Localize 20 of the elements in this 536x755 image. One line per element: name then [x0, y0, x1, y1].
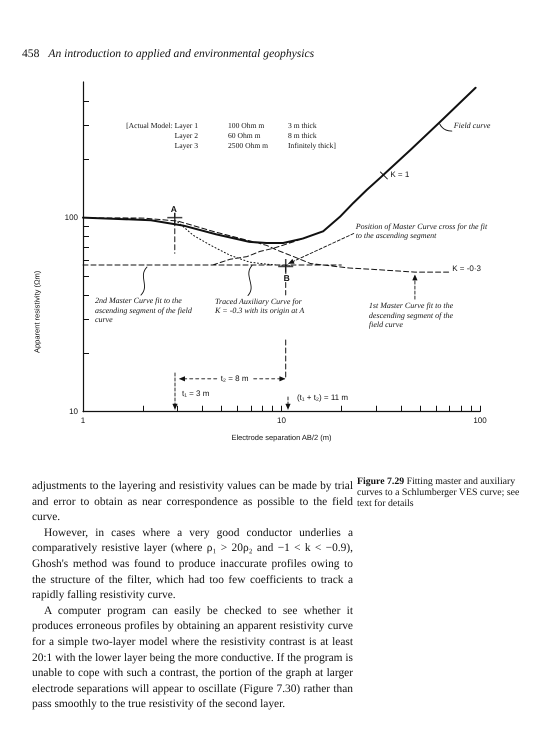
caption: Figure 7.29 Fitting master and auxiliary curves to a Schlumberger VES curve; see text for details [357, 476, 520, 510]
annotation: Field curve [454, 121, 492, 131]
annotation: 1st Master Curve fit to the descending segment of the field curve [368, 301, 454, 330]
annotation: t₂ = 8 m [220, 374, 248, 383]
x-tick-label: 100 [473, 416, 488, 426]
annotation: 2nd Master Curve fit to the ascending segment of the field curve [94, 296, 193, 325]
annotation: B [282, 272, 291, 282]
annotation: t₁ = 3 m [182, 389, 210, 398]
text: adjustments to the layering and resistivity values can be made by trial and error to obtain as near correspondence as possible to the field curve. [32, 479, 353, 526]
annotation: Traced Auxiliary Curve for K = -0.3 with its origin at A [214, 296, 306, 316]
annotation: A [170, 203, 178, 214]
annotation: K = 1 [390, 170, 410, 180]
annotation: Position of Master Curve cross for the fit to the ascending segment [356, 222, 488, 241]
text: 458 An introduction to applied and environmental geophysics [22, 47, 314, 60]
annotation: K = -0·3 [452, 264, 481, 274]
text: However, in cases where a very good conductor underlies a comparatively resistive layer (where ρ₁ > 20ρ₂ and −1 < k < −0.9), Ghosh's method was found to produce inaccurate profiles owing to the structure of the filter, which had too few coefficients to track a rapidly falling resistivity curve. [32, 526, 353, 604]
x-tick-label: 1 [80, 416, 86, 426]
x-tick-label: 10 [277, 416, 286, 426]
text: A computer program can easily be checked to see whether it produces erroneous profiles by obtaining an apparent resistivity curve for a simple two-layer model where the resistivity contrast is at least 20:1 with the lower layer being the more conductive. If the program is unable to cope with such a contrast, the portion of the graph at larger electrode separations will appear to oscillate (Figure 7.30) rather than pass smoothly to the true resistivity of the second layer. [32, 604, 353, 712]
annotation: (t₁ + t₂) = 11 m [297, 393, 348, 402]
